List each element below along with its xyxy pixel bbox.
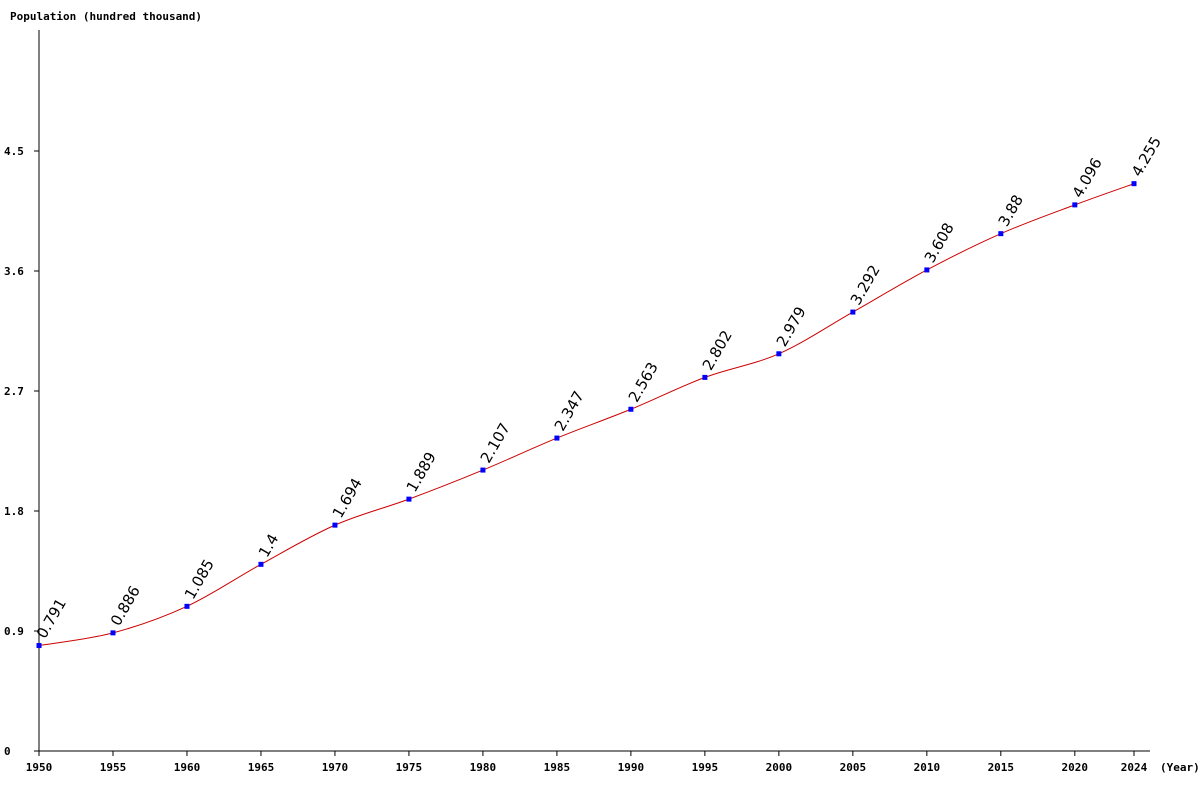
data-value-label: 2.347 <box>551 388 588 434</box>
population-series-line <box>38 183 1135 647</box>
x-tick-label: 2005 <box>840 761 867 774</box>
data-point-marker <box>924 267 930 273</box>
data-point-marker <box>1131 181 1137 187</box>
x-tick-label: 1955 <box>100 761 127 774</box>
x-tick-label: 2020 <box>1062 761 1089 774</box>
x-tick-label: 1965 <box>248 761 275 774</box>
data-point-marker <box>110 630 116 636</box>
data-point-marker <box>36 643 42 649</box>
x-axis-title: (Year) <box>1160 761 1200 774</box>
x-tick-label: 1980 <box>470 761 497 774</box>
data-value-label: 4.096 <box>1069 155 1106 201</box>
y-tick-label: 0 <box>4 745 11 758</box>
data-point-marker <box>628 406 634 412</box>
data-value-label: 2.802 <box>699 327 736 373</box>
x-tick-label: 1975 <box>396 761 423 774</box>
y-tick-label: 0.9 <box>4 625 24 638</box>
data-point-marker <box>332 522 338 528</box>
x-tick-label: 1950 <box>26 761 53 774</box>
x-tick-label: 2010 <box>914 761 941 774</box>
data-value-label: 3.608 <box>921 220 958 266</box>
x-tick-label: 2015 <box>988 761 1015 774</box>
data-point-marker <box>258 561 264 567</box>
y-tick-label: 1.8 <box>4 505 24 518</box>
y-axis-title: Population (hundred thousand) <box>10 10 202 23</box>
x-axis-ticks: 1950 1955 1960 1965 1970 1975 1980 1985 1990 1995… <box>26 751 1148 774</box>
y-tick-label: 2.7 <box>4 385 24 398</box>
data-value-label: 0.791 <box>33 595 70 641</box>
data-value-label: 3.292 <box>847 262 884 308</box>
data-value-label: 1.4 <box>255 531 283 561</box>
data-value-label: 0.886 <box>107 583 144 629</box>
x-tick-label: 1960 <box>174 761 201 774</box>
data-point-marker <box>554 435 560 441</box>
y-axis-ticks: 0 0.9 1.8 2.7 3.6 4.5 <box>4 145 39 758</box>
data-point-marker <box>184 603 190 609</box>
x-tick-label: 2000 <box>766 761 793 774</box>
data-point-marker <box>406 496 412 502</box>
x-tick-label: 1970 <box>322 761 349 774</box>
x-tick-label: 2024 <box>1121 761 1148 774</box>
data-point-marker <box>776 351 782 357</box>
data-point-marker <box>850 309 856 315</box>
data-value-label: 4.255 <box>1128 133 1165 179</box>
y-tick-label: 4.5 <box>4 145 24 158</box>
data-value-label: 3.88 <box>995 192 1027 230</box>
x-tick-label: 1990 <box>618 761 645 774</box>
data-value-labels: 0.791 0.8861.0851.41.6941.8892.1072.3472.… <box>33 133 1165 641</box>
data-value-label: 1.694 <box>329 475 366 521</box>
data-point-markers <box>36 181 1137 649</box>
x-tick-label: 1995 <box>692 761 719 774</box>
x-tick-label: 1985 <box>544 761 571 774</box>
data-value-label: 1.085 <box>181 556 218 602</box>
data-value-label: 1.889 <box>403 449 440 495</box>
y-tick-label: 3.6 <box>4 265 24 278</box>
data-point-marker <box>1072 202 1078 208</box>
data-value-label: 2.979 <box>773 304 810 350</box>
data-point-marker <box>998 231 1004 237</box>
data-point-marker <box>702 374 708 380</box>
data-point-marker <box>480 467 486 473</box>
